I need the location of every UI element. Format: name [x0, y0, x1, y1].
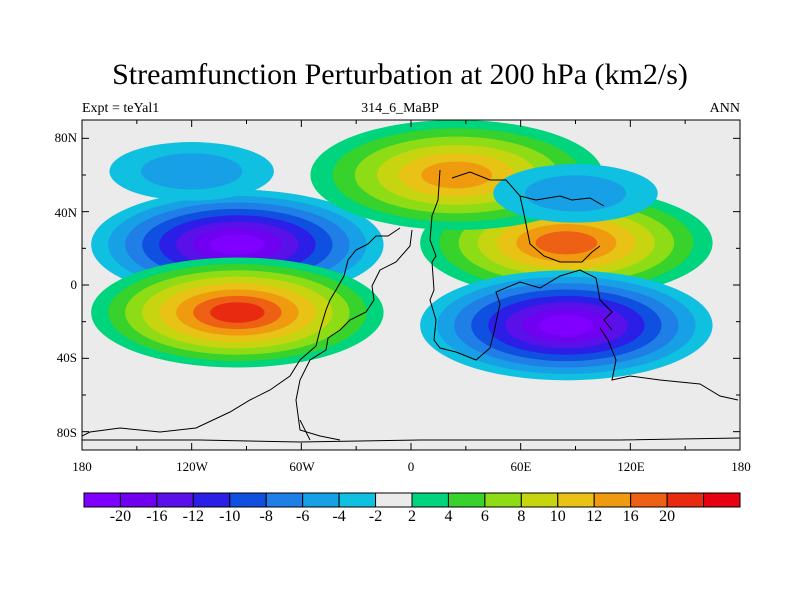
colorbar-swatch — [703, 492, 741, 508]
lon-label-60e: 60E — [510, 459, 532, 474]
colorbar-swatch — [484, 492, 522, 508]
colorbar-swatch — [302, 492, 340, 508]
colorbar-label: -6 — [295, 508, 310, 525]
contour-fills — [91, 120, 713, 381]
contour-band — [210, 302, 265, 323]
colorbar-swatch — [338, 492, 377, 508]
lat-label-80n: 80N — [54, 130, 77, 145]
colorbar-swatch — [411, 492, 449, 508]
lat-label-40n: 40N — [54, 205, 77, 220]
axis-ticks — [81, 120, 741, 450]
colorbar-label: 10 — [549, 508, 566, 525]
colorbar-swatch — [666, 492, 705, 508]
lon-label-180w: 180 — [72, 459, 92, 474]
colorbar-label: 12 — [586, 508, 603, 525]
lon-label-180e: 180 — [731, 459, 751, 474]
colorbar-label: 20 — [659, 508, 676, 525]
colorbar-swatch — [447, 492, 486, 508]
lat-label-80s: 80S — [56, 425, 77, 440]
colorbar-swatch — [520, 492, 559, 508]
contour-band — [539, 315, 594, 336]
lat-label-40s: 40S — [56, 350, 77, 365]
colorbar-label: 4 — [444, 508, 453, 525]
colorbar-label: -4 — [332, 508, 346, 525]
colorbar-label: -12 — [182, 508, 204, 525]
lon-label-0: 0 — [407, 459, 415, 474]
contour-band — [524, 175, 627, 212]
colorbar-swatch — [630, 492, 668, 508]
plot-title: Streamfunction Perturbation at 200 hPa (… — [112, 58, 688, 91]
colorbar-swatch — [375, 492, 413, 508]
lon-label-120e: 120E — [617, 459, 645, 474]
colorbar-swatch — [83, 492, 121, 508]
coastlines — [82, 169, 740, 443]
colorbar-label: 6 — [480, 508, 489, 525]
colorbar-label: -20 — [109, 508, 132, 525]
case-label: 314_6_MaBP — [361, 101, 439, 116]
colorbar-swatch — [557, 492, 595, 508]
lat-label-eq: 0 — [70, 277, 78, 292]
colorbar-label: -8 — [259, 508, 273, 525]
contour-band — [421, 161, 493, 189]
colorbar-label: 8 — [517, 508, 526, 525]
contour-band — [535, 231, 598, 255]
colorbar-swatch — [156, 492, 194, 508]
experiment-label: Expt = teYal1 — [82, 101, 160, 116]
colorbar-label: -2 — [368, 508, 383, 525]
lon-label-60w: 60W — [289, 459, 315, 474]
season-label: ANN — [709, 101, 740, 116]
colorbar-swatch — [593, 492, 632, 508]
lon-label-120w: 120W — [176, 459, 208, 474]
colorbar-label: 16 — [622, 508, 639, 525]
colorbar-label: 2 — [408, 508, 416, 525]
contour-band — [210, 234, 265, 255]
contour-band — [141, 153, 243, 190]
colorbar-swatch — [192, 492, 231, 508]
colorbar — [83, 492, 741, 508]
colorbar-label: -10 — [219, 508, 241, 525]
colorbar-label: -16 — [146, 508, 168, 525]
colorbar-swatch — [265, 492, 304, 508]
colorbar-swatch — [119, 492, 158, 508]
colorbar-swatch — [229, 492, 267, 508]
